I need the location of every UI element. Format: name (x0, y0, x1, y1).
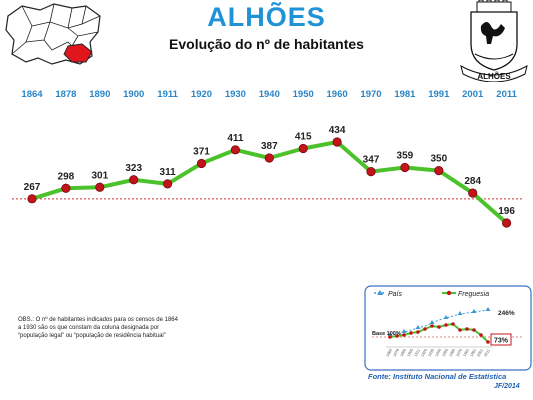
x-tick-label: 1911 (157, 89, 178, 100)
data-label: 196 (498, 206, 515, 217)
svg-text:1981: 1981 (462, 348, 470, 357)
data-label: 267 (24, 182, 41, 193)
x-tick-label: 1991 (428, 89, 450, 100)
data-label: 350 (430, 154, 447, 165)
legend-freguesia: Freguesia (458, 291, 489, 298)
data-point (264, 153, 274, 163)
inset-x-ticks: 1864 1878 1890 1900 1911 1920 1930 1940 … (385, 348, 491, 357)
legend-pais: País (388, 291, 403, 298)
data-point (434, 165, 444, 176)
data-point (129, 175, 139, 185)
data-point (230, 145, 240, 155)
svg-text:1930: 1930 (427, 348, 435, 357)
freguesia-last-label: 73% (494, 338, 509, 345)
svg-text:1900: 1900 (406, 348, 414, 357)
data-point (27, 194, 37, 204)
svg-text:1911: 1911 (413, 348, 421, 357)
coat-label: ALHÕES (477, 72, 511, 81)
data-label: 323 (125, 163, 142, 174)
page-title: ALHÕES (207, 2, 326, 32)
data-label: 387 (261, 141, 278, 152)
x-tick-label: 1920 (191, 89, 212, 100)
data-point (196, 158, 207, 169)
observation-note: OBS.: O nº de habitantes indicados para … (18, 317, 178, 339)
pais-legend-icon (377, 290, 383, 295)
x-tick-label: 1981 (394, 89, 416, 100)
data-label: 411 (227, 133, 244, 144)
data-label: 311 (160, 167, 177, 178)
locator-map (5, 3, 101, 65)
data-label: 434 (329, 125, 346, 136)
svg-text:1991: 1991 (469, 348, 477, 357)
data-point (61, 183, 71, 193)
data-point (298, 143, 308, 154)
svg-text:1864: 1864 (385, 348, 393, 357)
pais-last-label: 246% (498, 310, 515, 317)
x-tick-label: 1970 (360, 89, 381, 100)
svg-text:1878: 1878 (392, 348, 400, 357)
svg-text:1960: 1960 (448, 348, 456, 357)
svg-text:2001: 2001 (476, 348, 484, 357)
data-point (468, 188, 478, 198)
freguesia-markers (388, 322, 490, 344)
data-label: 298 (58, 171, 75, 182)
data-point (400, 162, 410, 173)
data-point (95, 182, 105, 192)
comparison-chart: País Freguesia Base 100% 246% 73% 1864 1… (364, 285, 532, 371)
x-tick-label: 1900 (123, 89, 144, 100)
data-label: 371 (193, 146, 210, 157)
page-subtitle: Evolução do nº de habitantes (169, 36, 364, 52)
svg-text:1920: 1920 (420, 348, 428, 357)
data-point (366, 167, 376, 177)
population-chart: 1864 1878 1890 1900 1911 1920 1930 1940 1950 1960… (12, 89, 522, 228)
credit-text: JF/2014 (494, 383, 520, 390)
x-tick-label: 1864 (21, 89, 43, 100)
data-label: 301 (91, 170, 108, 181)
coat-of-arms: ALHÕES (460, 0, 528, 82)
data-label: 415 (295, 131, 312, 142)
x-tick-label: 2011 (496, 89, 517, 100)
x-tick-label: 1930 (225, 89, 246, 100)
x-tick-label: 1950 (293, 89, 314, 100)
x-tick-label: 2001 (462, 89, 484, 100)
svg-text:1940: 1940 (434, 348, 442, 357)
data-point (332, 137, 342, 147)
svg-text:1950: 1950 (441, 348, 449, 357)
svg-text:1970: 1970 (455, 348, 463, 357)
data-label: 284 (464, 176, 481, 187)
data-point (163, 179, 173, 189)
x-tick-label: 1940 (259, 89, 280, 100)
x-tick-label: 1890 (89, 89, 110, 100)
svg-text:2011: 2011 (483, 348, 491, 357)
data-label: 347 (363, 155, 380, 166)
alhoes-region (63, 43, 93, 63)
source-text: Fonte: Instituto Nacional de Estatística (368, 372, 507, 381)
freguesia-legend-icon (446, 290, 452, 296)
x-tick-label: 1878 (55, 89, 76, 100)
svg-text:1890: 1890 (399, 348, 407, 357)
x-tick-label: 1960 (327, 89, 348, 100)
data-point (501, 218, 512, 228)
data-label: 359 (397, 151, 414, 162)
base-label: Base 100% (372, 331, 401, 337)
